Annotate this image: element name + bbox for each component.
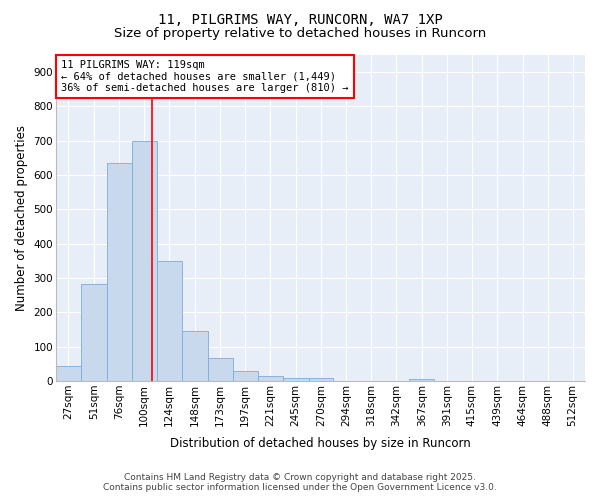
- Bar: [81, 284, 107, 381]
- Bar: [208, 358, 233, 381]
- Text: Size of property relative to detached houses in Runcorn: Size of property relative to detached ho…: [114, 28, 486, 40]
- Bar: [409, 378, 434, 381]
- Text: 11 PILGRIMS WAY: 119sqm
← 64% of detached houses are smaller (1,449)
36% of semi: 11 PILGRIMS WAY: 119sqm ← 64% of detache…: [61, 60, 349, 93]
- Bar: [257, 376, 283, 381]
- Bar: [233, 372, 257, 381]
- X-axis label: Distribution of detached houses by size in Runcorn: Distribution of detached houses by size …: [170, 437, 471, 450]
- Bar: [157, 261, 182, 381]
- Bar: [132, 141, 157, 381]
- Y-axis label: Number of detached properties: Number of detached properties: [15, 125, 28, 311]
- Text: 11, PILGRIMS WAY, RUNCORN, WA7 1XP: 11, PILGRIMS WAY, RUNCORN, WA7 1XP: [158, 12, 442, 26]
- Bar: [283, 378, 308, 381]
- Bar: [182, 330, 208, 381]
- Text: Contains HM Land Registry data © Crown copyright and database right 2025.
Contai: Contains HM Land Registry data © Crown c…: [103, 473, 497, 492]
- Bar: [308, 378, 334, 381]
- Bar: [56, 366, 81, 381]
- Bar: [107, 163, 132, 381]
